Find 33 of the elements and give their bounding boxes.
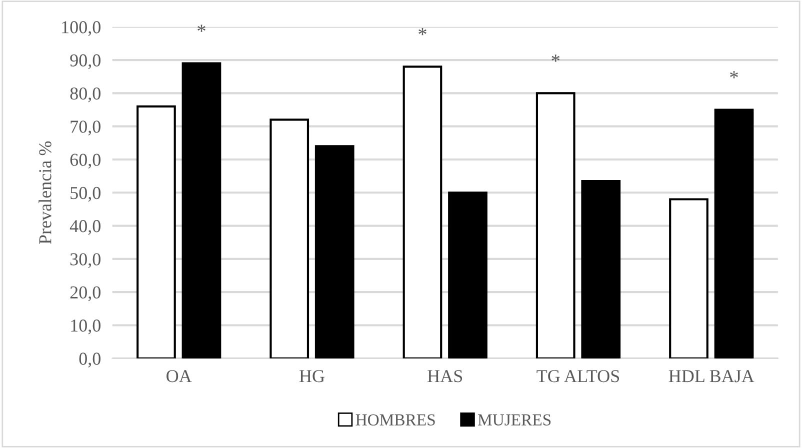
annotation: *	[198, 24, 206, 32]
y-tick-label: 50,0	[70, 186, 100, 202]
y-tick-label: 0,0	[79, 352, 100, 368]
bar	[402, 66, 442, 358]
y-tick-label: 40,0	[70, 220, 100, 235]
y-tick-label: 60,0	[70, 154, 100, 169]
bar	[270, 118, 310, 358]
bar	[136, 105, 176, 358]
y-tick-label: 30,0	[70, 253, 100, 268]
y-tick-label: 10,0	[71, 320, 100, 334]
x-tick-label: TG ALTOS	[536, 370, 620, 382]
y-tick-label: 90,0	[70, 54, 100, 70]
bar	[314, 145, 354, 358]
bar	[182, 62, 222, 358]
legend-label: MUJERES	[478, 414, 551, 426]
annotation: *	[418, 28, 426, 36]
y-tick-label: 100,0	[62, 21, 100, 36]
bar	[581, 180, 621, 358]
bar	[448, 192, 488, 358]
bar	[536, 92, 576, 358]
x-tick-label: HAS	[428, 370, 462, 382]
y-tick-label: 70,0	[70, 120, 100, 136]
annotation: *	[552, 54, 560, 62]
y-axis-title: Prevalencia %	[38, 141, 52, 244]
x-tick-label: HDL BAJA	[668, 370, 754, 382]
y-tick-label: 20,0	[70, 286, 100, 302]
y-tick-label: 80,0	[70, 87, 100, 102]
x-tick-label: HG	[299, 370, 324, 382]
legend-label: HOMBRES	[356, 414, 435, 426]
bar	[669, 198, 708, 358]
bar	[714, 108, 754, 358]
x-tick-label: OA	[166, 370, 192, 382]
annotation: *	[730, 71, 738, 78]
